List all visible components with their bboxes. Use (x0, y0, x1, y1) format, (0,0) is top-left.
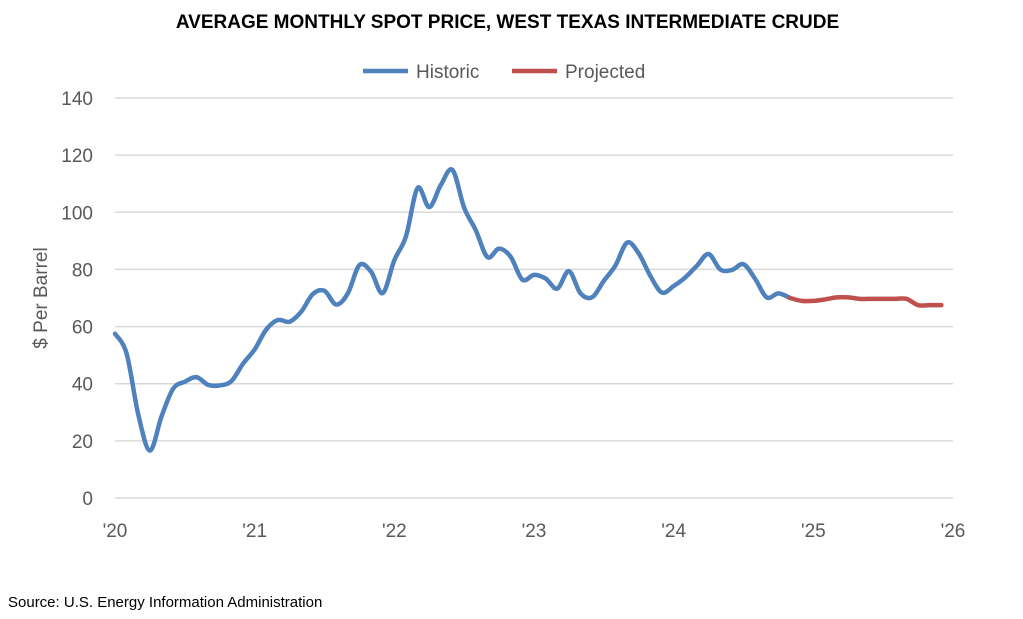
legend-label: Projected (565, 62, 645, 83)
x-tick-label: '24 (661, 521, 686, 542)
y-tick-label: 60 (72, 318, 93, 339)
y-tick-label: 0 (82, 489, 93, 510)
x-tick-label: '20 (103, 521, 128, 542)
y-tick-label: 40 (72, 375, 93, 396)
y-axis-label: $ Per Barrel (31, 247, 52, 348)
x-tick-label: '22 (382, 521, 407, 542)
series-line-historic (112, 167, 793, 453)
legend-label: Historic (416, 62, 479, 83)
y-tick-label: 140 (61, 89, 93, 110)
y-tick-label: 80 (72, 260, 93, 281)
y-tick-label: 100 (61, 203, 93, 224)
y-tick-label: 120 (61, 146, 93, 167)
x-tick-label: '25 (801, 521, 826, 542)
x-tick-label: '21 (242, 521, 267, 542)
series-line-projected (787, 294, 944, 308)
x-tick-label: '23 (522, 521, 547, 542)
y-tick-label: 20 (72, 432, 93, 453)
chart-title: AVERAGE MONTHLY SPOT PRICE, WEST TEXAS I… (175, 12, 840, 33)
source-note: Source: U.S. Energy Information Administ… (8, 594, 323, 611)
x-tick-label: '26 (941, 521, 966, 542)
